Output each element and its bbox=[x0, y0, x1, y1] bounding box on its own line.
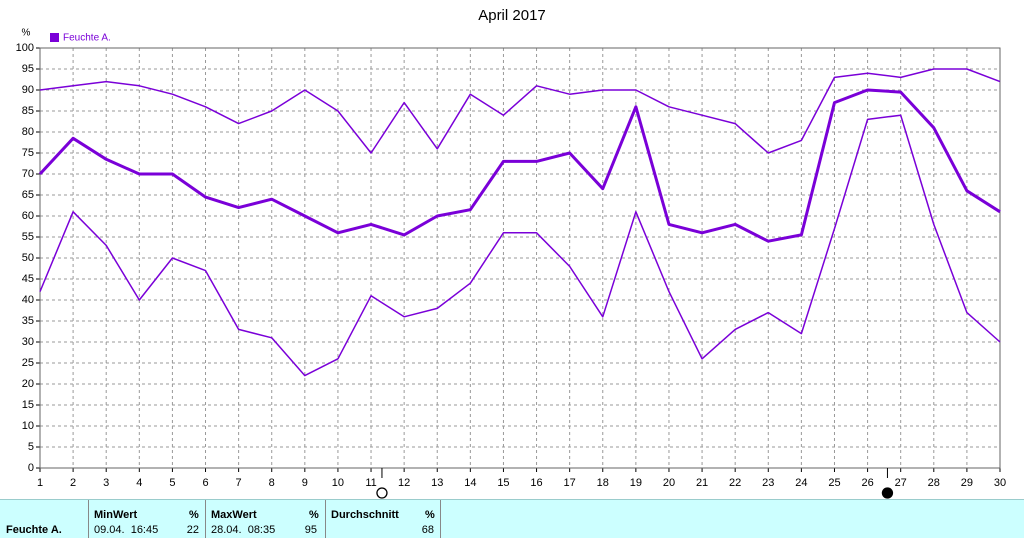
unit: % bbox=[425, 509, 435, 521]
y-tick-label: 85 bbox=[22, 105, 34, 117]
moon-marker bbox=[376, 487, 388, 499]
legend-label: Feuchte A. bbox=[63, 33, 111, 44]
x-tick-label: 30 bbox=[994, 477, 1006, 489]
x-tick-label: 4 bbox=[136, 477, 142, 489]
x-tick-label: 18 bbox=[597, 477, 609, 489]
y-tick-label: 30 bbox=[22, 336, 34, 348]
chart-title: April 2017 bbox=[478, 7, 546, 24]
line bbox=[39, 68, 1001, 154]
y-tick-label: 80 bbox=[22, 126, 34, 138]
y-tick-label: 45 bbox=[22, 273, 34, 285]
cell: MaxWert % 28.04. 08:35 95 bbox=[206, 500, 326, 538]
x-tick-label: 22 bbox=[729, 477, 741, 489]
x-tick-label: 3 bbox=[103, 477, 109, 489]
x-tick-label: 27 bbox=[895, 477, 907, 489]
y-tick-label: 5 bbox=[28, 441, 34, 453]
line bbox=[39, 114, 1001, 377]
cell: Feuchte A. bbox=[0, 500, 89, 538]
cell: MinWert % 09.04. 16:45 22 bbox=[89, 500, 206, 538]
summary-table: Feuchte A. MinWert % 09.04. 16:45 22 Max… bbox=[0, 499, 1024, 538]
x-tick-label: 2 bbox=[70, 477, 76, 489]
x-tick-label: 25 bbox=[828, 477, 840, 489]
legend-swatch bbox=[50, 33, 59, 42]
x-tick-label: 6 bbox=[202, 477, 208, 489]
x-tick-label: 21 bbox=[696, 477, 708, 489]
y-tick-label: 75 bbox=[22, 147, 34, 159]
y-tick-label: 100 bbox=[16, 42, 34, 54]
y-tick-label: 25 bbox=[22, 357, 34, 369]
x-tick-label: 26 bbox=[861, 477, 873, 489]
x-tick-label: 8 bbox=[269, 477, 275, 489]
row-label: Feuchte A. bbox=[6, 524, 62, 536]
y-tick-label: 35 bbox=[22, 315, 34, 327]
y-tick-label: 0 bbox=[28, 462, 34, 474]
unit: % bbox=[309, 509, 319, 521]
header: Durchschnitt bbox=[331, 509, 399, 521]
y-tick-label: 55 bbox=[22, 231, 34, 243]
cell: Durchschnitt % 68 bbox=[326, 500, 441, 538]
y-tick-label: 40 bbox=[22, 294, 34, 306]
y-axis-label: % bbox=[22, 28, 31, 39]
time: 09.04. 16:45 bbox=[94, 524, 159, 536]
plot-frame bbox=[39, 47, 1001, 469]
time: 28.04. 08:35 bbox=[211, 524, 276, 536]
x-tick-label: 15 bbox=[497, 477, 509, 489]
x-tick-label: 11 bbox=[365, 477, 376, 489]
x-tick-label: 13 bbox=[431, 477, 443, 489]
header: MinWert bbox=[94, 509, 138, 521]
value: 95 bbox=[304, 524, 317, 536]
x-tick-label: 23 bbox=[762, 477, 774, 489]
x-tick-label: 28 bbox=[928, 477, 940, 489]
value: 22 bbox=[186, 524, 199, 536]
y-tick-label: 90 bbox=[22, 84, 34, 96]
y-tick-label: 15 bbox=[22, 399, 34, 411]
x-tick-label: 16 bbox=[530, 477, 542, 489]
y-tick-label: 70 bbox=[22, 168, 34, 180]
x-tick-label: 20 bbox=[663, 477, 675, 489]
x-tick-label: 19 bbox=[630, 477, 642, 489]
value: 68 bbox=[421, 524, 434, 536]
y-tick-label: 20 bbox=[22, 378, 34, 390]
x-tick-label: 9 bbox=[302, 477, 308, 489]
x-tick-label: 5 bbox=[169, 477, 175, 489]
x-tick-label: 1 bbox=[37, 477, 43, 489]
x-tick-label: 24 bbox=[795, 477, 807, 489]
x-tick-label: 7 bbox=[236, 477, 242, 489]
header: MaxWert bbox=[211, 509, 257, 521]
moon-marker bbox=[881, 487, 894, 499]
x-tick-label: 29 bbox=[961, 477, 973, 489]
y-tick-label: 10 bbox=[22, 420, 34, 432]
x-tick-label: 14 bbox=[464, 477, 476, 489]
unit: % bbox=[189, 509, 199, 521]
x-tick-label: 12 bbox=[398, 477, 410, 489]
y-tick-label: 60 bbox=[22, 210, 34, 222]
x-tick-label: 17 bbox=[564, 477, 576, 489]
x-tick-label: 10 bbox=[332, 477, 344, 489]
y-tick-label: 65 bbox=[22, 189, 34, 201]
y-tick-label: 50 bbox=[22, 252, 34, 264]
chart: April 2017 % Feuchte A. 0510152025303540… bbox=[16, 7, 1006, 499]
line bbox=[38, 88, 1001, 243]
y-tick-label: 95 bbox=[22, 63, 34, 75]
